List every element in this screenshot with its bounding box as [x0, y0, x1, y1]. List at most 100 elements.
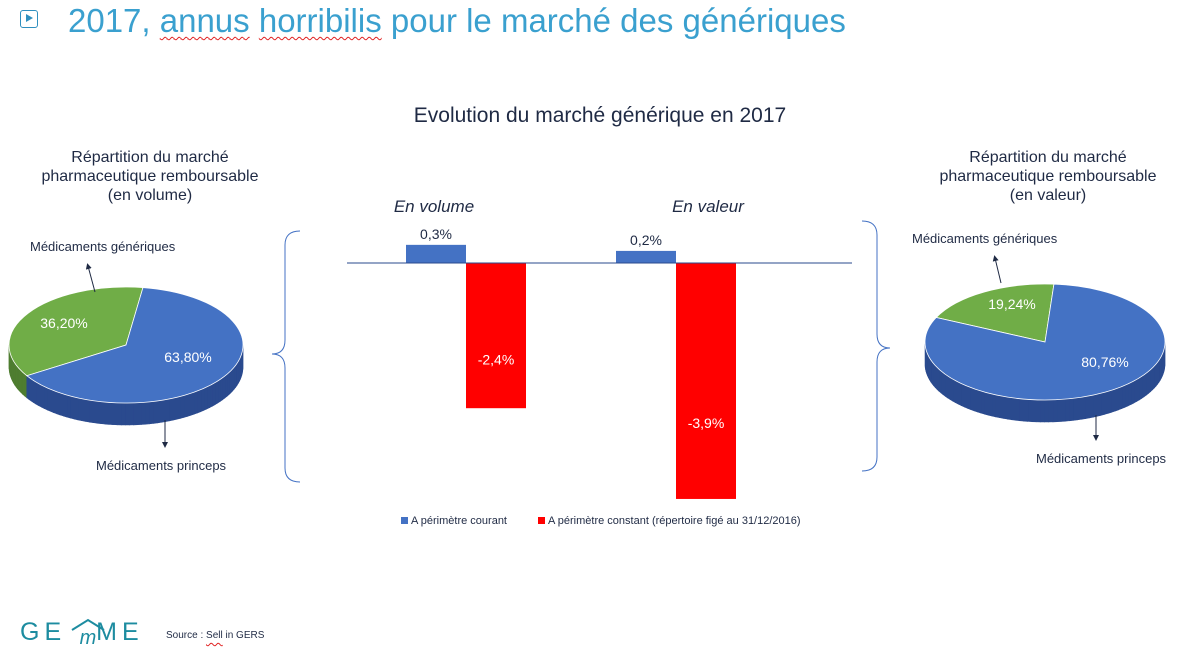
pie-left-side-princeps	[104, 401, 110, 425]
pie-chart-volume: 36,20% 63,80%	[8, 286, 244, 426]
pie-left-side-princeps	[161, 399, 166, 423]
pie-right-side-princeps	[1044, 399, 1049, 423]
pie-left-side-princeps	[53, 390, 58, 415]
pie-right-side-princeps	[1107, 389, 1112, 414]
pie-left-side-princeps	[92, 400, 98, 424]
pie-right-side-princeps	[1015, 397, 1020, 422]
pie-left-side-princeps	[120, 402, 126, 426]
bar-constant	[676, 263, 736, 499]
pie-right-label-princeps: Médicaments princeps	[1036, 451, 1167, 466]
pie-left-side-princeps	[165, 398, 170, 422]
title-suffix: pour le marché des génériques	[381, 2, 846, 39]
pie-left-side-princeps	[172, 396, 178, 421]
pie-right-side-princeps	[1019, 398, 1024, 422]
pie-right-title: Répartition du marché pharmaceutique rem…	[898, 148, 1198, 205]
pie-left-side-princeps	[157, 399, 162, 424]
pie-right-side-princeps	[1141, 374, 1145, 399]
pie-right-slice-generic	[935, 283, 1055, 343]
pie-left-side-princeps	[206, 385, 211, 410]
title-prefix: 2017,	[68, 2, 160, 39]
chart-title: Evolution du marché générique en 2017	[413, 104, 787, 127]
bar-category-label: En valeur	[672, 197, 745, 216]
pie-left-side-princeps	[85, 399, 90, 423]
pie-right-side-princeps	[942, 371, 946, 397]
pie-right-side-princeps	[947, 375, 951, 401]
bar-value-label: -2,4%	[478, 352, 515, 368]
pie-left-side-princeps	[219, 377, 223, 402]
pie-right-side-princeps	[1143, 372, 1147, 398]
pie-right-side-princeps	[949, 376, 954, 402]
pie-right-side-princeps	[1077, 396, 1082, 421]
pie-left-value-label: 63,80%	[164, 349, 211, 365]
pie-right-side-princeps	[1124, 383, 1129, 408]
pie-right-side-princeps	[1003, 396, 1008, 420]
pie-left-side-princeps	[112, 402, 118, 426]
pie-right-side-princeps	[1035, 399, 1041, 423]
pie-left-side-princeps	[129, 402, 134, 426]
pie-right-side-princeps	[1056, 399, 1062, 423]
pie-left-side-princeps	[187, 392, 192, 417]
pie-left-side-princeps	[43, 386, 48, 411]
pie-right-side-princeps	[1096, 392, 1102, 417]
pie-left-title-line: Répartition du marché	[71, 149, 229, 166]
pie-right-side-princeps	[1118, 386, 1123, 411]
pie-left-side-princeps	[214, 380, 219, 406]
arrow-right-generic	[992, 255, 1002, 284]
brace-right	[861, 220, 891, 472]
pie-right-label-generic: Médicaments génériques	[912, 231, 1058, 246]
pie-left-side-princeps	[153, 400, 158, 424]
pie-right-title-line: Répartition du marché	[969, 149, 1127, 166]
pie-right-side-princeps	[1111, 388, 1116, 413]
pie-right-side-princeps	[980, 390, 985, 415]
legend-swatch-constant	[538, 517, 545, 524]
legend-label-constant: A périmètre constant (répertoire figé au…	[548, 515, 801, 527]
pie-right-side-princeps	[999, 395, 1004, 419]
legend-swatch-current	[401, 517, 408, 524]
pie-right-side-princeps	[960, 383, 965, 408]
pie-left-side-princeps	[63, 393, 68, 418]
pie-left-label-generic: Médicaments génériques	[30, 239, 176, 254]
pie-right-side-princeps	[977, 389, 982, 414]
bar-chart: 0,3% -2,4% 0,2% -3,9%	[406, 226, 736, 499]
pie-right-value-label: 19,24%	[988, 296, 1035, 312]
logo-roof-icon: m	[71, 618, 105, 646]
pie-right-side-princeps	[1104, 390, 1109, 415]
pie-right-side-princeps	[957, 381, 962, 407]
pie-left-side-generic	[24, 373, 28, 399]
pie-right-side-princeps	[963, 384, 968, 409]
pie-right-side-princeps	[952, 378, 956, 404]
pie-right-side-princeps	[940, 370, 944, 396]
pie-left-title-line: (en volume)	[107, 187, 193, 204]
pie-left-slice-princeps	[25, 287, 244, 404]
pie-left-side-princeps	[46, 387, 51, 412]
pie-left-side-princeps	[133, 402, 138, 426]
slide-title: 2017, annus horribilis pour le marché de…	[68, 2, 846, 40]
brace-left	[271, 230, 301, 483]
pie-right-side-princeps	[1100, 391, 1105, 416]
pie-right-side-princeps	[1138, 375, 1143, 401]
pie-right-side-princeps	[1060, 398, 1066, 422]
pie-left-side-princeps	[137, 402, 142, 426]
pie-right-side-princeps	[1011, 397, 1016, 421]
title-word-horribilis: horribilis	[258, 2, 382, 39]
pie-right-side-princeps	[967, 385, 971, 410]
pie-left-title: Répartition du marché pharmaceutique rem…	[0, 148, 300, 205]
play-icon[interactable]	[20, 10, 38, 28]
pie-left-side-princeps	[88, 399, 94, 424]
pie-left-side-princeps	[209, 383, 213, 409]
pie-left-side-princeps	[49, 388, 54, 413]
pie-right-side-princeps	[1007, 396, 1012, 421]
pie-left-side-princeps	[66, 394, 71, 419]
pie-left-side-princeps	[203, 386, 208, 411]
pie-left-side-princeps	[41, 384, 45, 409]
pie-right-side-princeps	[1114, 387, 1119, 412]
pie-left-side-princeps	[212, 382, 216, 407]
pie-left-title-line: pharmaceutique remboursable	[41, 168, 259, 185]
pie-left-side-princeps	[183, 393, 188, 418]
pie-right-value-label: 80,76%	[1081, 354, 1128, 370]
pie-left-side-princeps	[28, 376, 32, 402]
pie-right-side-princeps	[1048, 399, 1054, 423]
pie-right-side-princeps	[1023, 398, 1029, 422]
pie-right-side-princeps	[991, 393, 996, 418]
pie-right-side-princeps	[987, 392, 993, 417]
